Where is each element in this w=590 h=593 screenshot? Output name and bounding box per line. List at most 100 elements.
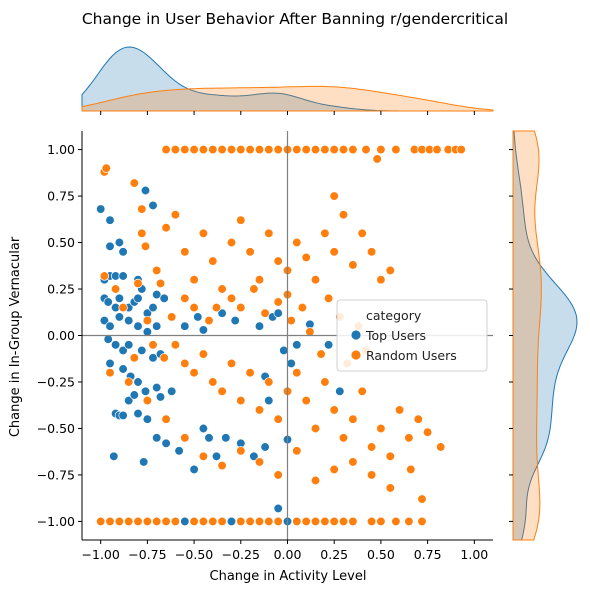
point-random-users [320, 228, 330, 238]
point-top-users [167, 386, 177, 396]
point-random-users [292, 144, 302, 155]
legend-title: category [366, 308, 422, 323]
point-top-users [114, 293, 125, 303]
point-random-users [273, 256, 283, 266]
point-random-users [129, 353, 139, 363]
point-top-users [103, 297, 113, 307]
y-tick-label: 0.75 [47, 189, 75, 204]
point-top-users [139, 457, 149, 467]
point-top-users [264, 395, 274, 406]
point-random-users [366, 442, 377, 452]
point-random-users [137, 204, 147, 214]
point-random-users [198, 144, 209, 155]
point-random-users [170, 210, 181, 220]
point-random-users [180, 433, 190, 443]
point-random-users [142, 315, 153, 326]
x-tick-label: 0.00 [274, 547, 302, 562]
point-top-users [103, 334, 113, 344]
point-random-users [152, 265, 162, 276]
point-random-users [323, 293, 334, 303]
point-top-users [105, 358, 115, 369]
point-random-users [292, 237, 302, 248]
point-top-users [198, 423, 209, 434]
point-random-users [245, 144, 255, 155]
point-top-users [118, 271, 128, 281]
point-random-users [142, 516, 153, 527]
point-random-users [305, 327, 315, 337]
point-top-users [193, 312, 203, 322]
point-top-users [180, 516, 190, 527]
y-tick-label: 1.00 [47, 142, 75, 157]
point-top-users [148, 353, 158, 363]
point-random-users [254, 516, 265, 527]
point-random-users [152, 516, 162, 527]
top-marginal-kde [81, 46, 494, 115]
point-random-users [273, 516, 283, 527]
point-random-users [316, 349, 326, 359]
right-marginal-kde [509, 130, 578, 541]
point-random-users [310, 275, 321, 285]
point-random-users [310, 516, 321, 527]
point-random-users [385, 265, 395, 276]
point-random-users [348, 414, 358, 424]
point-top-users [140, 386, 151, 396]
point-top-users [114, 237, 125, 248]
point-random-users [310, 423, 321, 434]
point-top-users [249, 451, 259, 461]
point-random-users [133, 516, 143, 527]
point-random-users [189, 516, 199, 527]
point-top-users [99, 315, 110, 326]
point-random-users [217, 516, 227, 527]
point-top-users [133, 377, 143, 387]
point-top-users [335, 386, 345, 396]
point-top-users [118, 247, 128, 257]
point-random-users [236, 446, 246, 456]
point-top-users [133, 321, 143, 331]
point-top-users [109, 451, 119, 461]
point-random-users [329, 516, 339, 527]
point-top-users [152, 433, 162, 443]
point-top-users [96, 204, 106, 214]
point-random-users [180, 293, 190, 303]
point-random-users [159, 353, 169, 363]
point-random-users [310, 144, 321, 155]
point-random-users [105, 368, 115, 378]
right-kde-random-users [512, 130, 542, 541]
point-random-users [348, 144, 358, 155]
point-random-users [226, 358, 237, 369]
point-random-users [114, 516, 125, 527]
x-tick-label: −0.75 [128, 547, 166, 562]
point-top-users [221, 433, 231, 443]
point-top-users [152, 321, 162, 331]
point-random-users [338, 516, 349, 527]
point-top-users [140, 185, 151, 196]
point-random-users [348, 516, 358, 527]
point-top-users [105, 215, 115, 225]
point-random-users [366, 247, 377, 257]
point-random-users [264, 228, 274, 238]
point-top-users [105, 321, 115, 331]
point-random-users [357, 386, 367, 396]
point-random-users [226, 293, 237, 303]
point-random-users [394, 405, 405, 415]
point-top-users [118, 345, 128, 356]
right-kde-top-users [512, 130, 578, 541]
x-tick-label: 1.00 [460, 547, 488, 562]
point-random-users [236, 302, 246, 313]
point-random-users [226, 237, 237, 248]
legend-label-random-users: Random Users [366, 348, 457, 363]
point-random-users [198, 228, 209, 238]
point-top-users [174, 446, 184, 456]
point-top-users [105, 241, 115, 251]
point-random-users [189, 275, 199, 285]
point-random-users [422, 427, 433, 437]
point-random-users [320, 144, 330, 155]
point-random-users [264, 516, 274, 527]
point-random-users [264, 377, 274, 387]
point-random-users [198, 451, 209, 461]
point-random-users [273, 470, 283, 480]
point-random-users [366, 516, 377, 527]
point-random-users [413, 414, 423, 424]
point-random-users [236, 144, 246, 155]
point-random-users [124, 377, 134, 387]
